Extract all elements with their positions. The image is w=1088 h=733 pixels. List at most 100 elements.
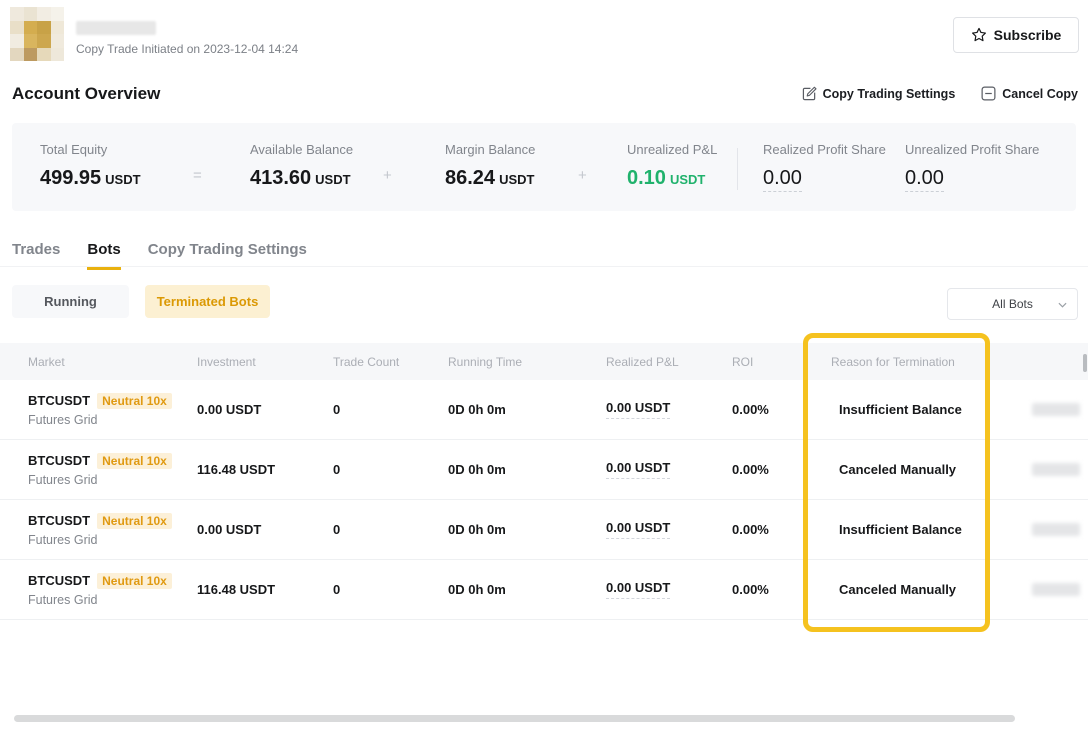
column-header-trade-count: Trade Count xyxy=(333,355,448,369)
column-header-realized-pnl: Realized P&L xyxy=(606,355,732,369)
all-bots-selected-value: All Bots xyxy=(992,297,1033,311)
all-bots-dropdown[interactable]: All Bots xyxy=(947,288,1078,320)
investment-cell: 116.48 USDT xyxy=(197,582,333,597)
roi-cell: 0.00% xyxy=(732,462,829,477)
avatar xyxy=(10,7,64,61)
roi-cell: 0.00% xyxy=(732,402,829,417)
copy-trade-initiated-text: Copy Trade Initiated on 2023-12-04 14:24 xyxy=(76,42,298,56)
investment-cell: 116.48 USDT xyxy=(197,462,333,477)
tab-copy-trading-settings[interactable]: Copy Trading Settings xyxy=(148,241,307,270)
cancel-copy-label: Cancel Copy xyxy=(1002,87,1078,101)
terminated-bots-filter-button[interactable]: Terminated Bots xyxy=(145,285,270,318)
cancel-copy-button[interactable]: Cancel Copy xyxy=(981,86,1078,101)
column-header-running-time: Running Time xyxy=(448,355,606,369)
trade-count-cell: 0 xyxy=(333,402,448,417)
cancel-copy-icon xyxy=(981,86,996,101)
redacted-content xyxy=(1032,583,1080,596)
terminated-bots-table: BTCUSDT Neutral 10x Futures Grid 0.00 US… xyxy=(0,380,1088,620)
realized-pnl-value[interactable]: 0.00 USDT xyxy=(606,520,670,539)
running-filter-button[interactable]: Running xyxy=(12,285,129,318)
stat-unrealized-pnl: Unrealized P&L 0.10USDT xyxy=(627,142,717,190)
table-row: BTCUSDT Neutral 10x Futures Grid 116.48 … xyxy=(0,440,1088,500)
horizontal-scrollbar[interactable] xyxy=(14,715,1015,722)
equals-operator: = xyxy=(193,167,202,184)
market-cell: BTCUSDT Neutral 10x Futures Grid xyxy=(28,453,197,487)
chevron-down-icon xyxy=(1058,302,1067,308)
bot-type: Futures Grid xyxy=(28,593,197,607)
strategy-badge: Neutral 10x xyxy=(97,393,172,409)
stat-unrealized-profit-share: Unrealized Profit Share 0.00 xyxy=(905,142,1039,190)
investment-cell: 0.00 USDT xyxy=(197,522,333,537)
bot-type: Futures Grid xyxy=(28,533,197,547)
subscribe-label: Subscribe xyxy=(994,27,1062,43)
copy-trading-settings-button[interactable]: Copy Trading Settings xyxy=(802,86,956,101)
realized-pnl-value[interactable]: 0.00 USDT xyxy=(606,580,670,599)
star-icon xyxy=(971,27,987,43)
stats-divider xyxy=(737,148,738,190)
stat-total-equity: Total Equity 499.95USDT xyxy=(40,142,141,190)
market-symbol: BTCUSDT xyxy=(28,453,90,468)
market-cell: BTCUSDT Neutral 10x Futures Grid xyxy=(28,393,197,427)
market-symbol: BTCUSDT xyxy=(28,573,90,588)
page-title: Account Overview xyxy=(12,84,160,104)
market-cell: BTCUSDT Neutral 10x Futures Grid xyxy=(28,513,197,547)
column-header-investment: Investment xyxy=(197,355,333,369)
termination-reason-cell: Insufficient Balance xyxy=(829,522,1020,537)
redacted-content xyxy=(1032,403,1080,416)
realized-pnl-cell: 0.00 USDT xyxy=(606,460,732,479)
trade-count-cell: 0 xyxy=(333,582,448,597)
strategy-badge: Neutral 10x xyxy=(97,453,172,469)
stat-available-balance: Available Balance 413.60USDT xyxy=(250,142,353,190)
table-row: BTCUSDT Neutral 10x Futures Grid 0.00 US… xyxy=(0,500,1088,560)
overview-actions: Copy Trading Settings Cancel Copy xyxy=(802,86,1078,101)
stat-realized-profit-share: Realized Profit Share 0.00 xyxy=(763,142,886,190)
main-tabs: Trades Bots Copy Trading Settings xyxy=(12,241,307,270)
bot-type: Futures Grid xyxy=(28,413,197,427)
tab-bots[interactable]: Bots xyxy=(87,241,120,270)
running-time-cell: 0D 0h 0m xyxy=(448,462,606,477)
redacted-action-cell xyxy=(1020,500,1088,559)
table-row: BTCUSDT Neutral 10x Futures Grid 0.00 US… xyxy=(0,380,1088,440)
redacted-content xyxy=(1032,463,1080,476)
plus-operator: + xyxy=(578,167,587,184)
realized-pnl-cell: 0.00 USDT xyxy=(606,400,732,419)
bot-type: Futures Grid xyxy=(28,473,197,487)
edit-icon xyxy=(802,86,817,101)
strategy-badge: Neutral 10x xyxy=(97,513,172,529)
realized-pnl-value[interactable]: 0.00 USDT xyxy=(606,400,670,419)
roi-cell: 0.00% xyxy=(732,522,829,537)
column-header-market: Market xyxy=(28,355,197,369)
vertical-scrollbar[interactable] xyxy=(1083,354,1087,372)
table-header-row: Market Investment Trade Count Running Ti… xyxy=(0,343,1088,380)
column-header-roi: ROI xyxy=(732,355,829,369)
tab-trades[interactable]: Trades xyxy=(12,241,60,270)
table-row: BTCUSDT Neutral 10x Futures Grid 116.48 … xyxy=(0,560,1088,620)
termination-reason-cell: Canceled Manually xyxy=(829,462,1020,477)
trade-count-cell: 0 xyxy=(333,462,448,477)
stat-margin-balance: Margin Balance 86.24USDT xyxy=(445,142,535,190)
account-stats-panel: Total Equity 499.95USDT = Available Bala… xyxy=(12,123,1076,211)
running-time-cell: 0D 0h 0m xyxy=(448,522,606,537)
market-symbol: BTCUSDT xyxy=(28,513,90,528)
investment-cell: 0.00 USDT xyxy=(197,402,333,417)
subscribe-button[interactable]: Subscribe xyxy=(953,17,1079,53)
plus-operator: + xyxy=(383,167,392,184)
column-header-reason: Reason for Termination xyxy=(829,355,1020,369)
running-time-cell: 0D 0h 0m xyxy=(448,582,606,597)
redacted-action-cell xyxy=(1020,440,1088,499)
redacted-action-cell xyxy=(1020,560,1088,619)
running-time-cell: 0D 0h 0m xyxy=(448,402,606,417)
termination-reason-cell: Insufficient Balance xyxy=(829,402,1020,417)
realized-pnl-cell: 0.00 USDT xyxy=(606,580,732,599)
redacted-content xyxy=(1032,523,1080,536)
redacted-action-cell xyxy=(1020,380,1088,439)
copy-trading-settings-label: Copy Trading Settings xyxy=(823,87,956,101)
strategy-badge: Neutral 10x xyxy=(97,573,172,589)
realized-pnl-cell: 0.00 USDT xyxy=(606,520,732,539)
realized-pnl-value[interactable]: 0.00 USDT xyxy=(606,460,670,479)
market-symbol: BTCUSDT xyxy=(28,393,90,408)
termination-reason-cell: Canceled Manually xyxy=(829,582,1020,597)
roi-cell: 0.00% xyxy=(732,582,829,597)
trade-count-cell: 0 xyxy=(333,522,448,537)
trader-name-redacted xyxy=(76,21,156,35)
